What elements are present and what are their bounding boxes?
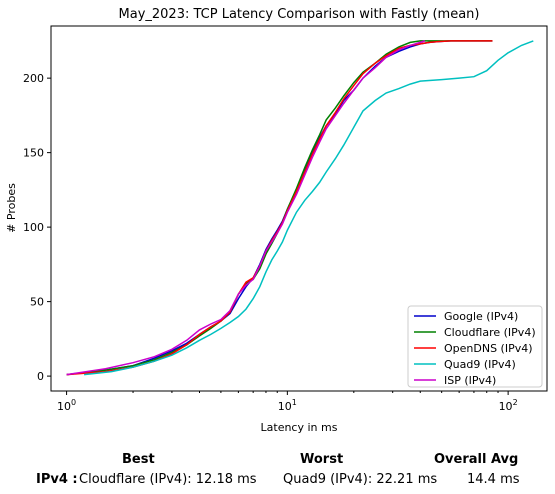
legend-label: Google (IPv4): [444, 310, 518, 323]
series-line-4: [66, 40, 426, 376]
x-tick-label: 100: [57, 398, 76, 413]
worst-value: Quad9 (IPv4): 22.21 ms: [283, 472, 438, 487]
x-tick-label: 101: [278, 398, 297, 413]
legend-label: OpenDNS (IPv4): [444, 342, 533, 355]
best-header: Best: [122, 452, 155, 467]
y-axis-label: # Probes: [5, 183, 18, 233]
y-tick-label: 200: [23, 72, 44, 85]
y-axis-ticks: 0 50 100 150 200: [23, 72, 51, 383]
overall-avg-header: Overall Avg: [434, 452, 519, 467]
series-line-1: [66, 40, 493, 376]
series-line-2: [66, 40, 493, 376]
legend: Google (IPv4) Cloudflare (IPv4) OpenDNS (I…: [407, 305, 543, 388]
legend-box: [407, 305, 543, 388]
legend-label: Cloudflare (IPv4): [444, 326, 536, 339]
latency-chart: May_2023: TCP Latency Comparison with Fa…: [5, 7, 548, 434]
legend-label: Quad9 (IPv4): [444, 358, 516, 371]
legend-label: ISP (IPv4): [444, 374, 496, 387]
y-tick-label: 100: [23, 221, 44, 234]
plot-frame: [50, 25, 548, 392]
y-tick-label: 0: [37, 370, 44, 383]
y-tick-label: 150: [23, 147, 44, 160]
ipv4-row-label: IPv4 :: [36, 472, 78, 487]
chart-title: May_2023: TCP Latency Comparison with Fa…: [119, 7, 480, 22]
y-tick-label: 50: [30, 296, 44, 309]
worst-header: Worst: [300, 452, 344, 467]
series-lines: [66, 40, 534, 376]
x-axis-ticks: 100 101 102: [57, 391, 518, 413]
x-axis-label: Latency in ms: [261, 421, 338, 434]
series-line-3: [84, 40, 534, 376]
overall-avg-value: 14.4 ms: [467, 472, 520, 487]
best-value: Cloudflare (IPv4): 12.18 ms: [79, 472, 257, 487]
x-tick-label: 102: [499, 398, 518, 413]
